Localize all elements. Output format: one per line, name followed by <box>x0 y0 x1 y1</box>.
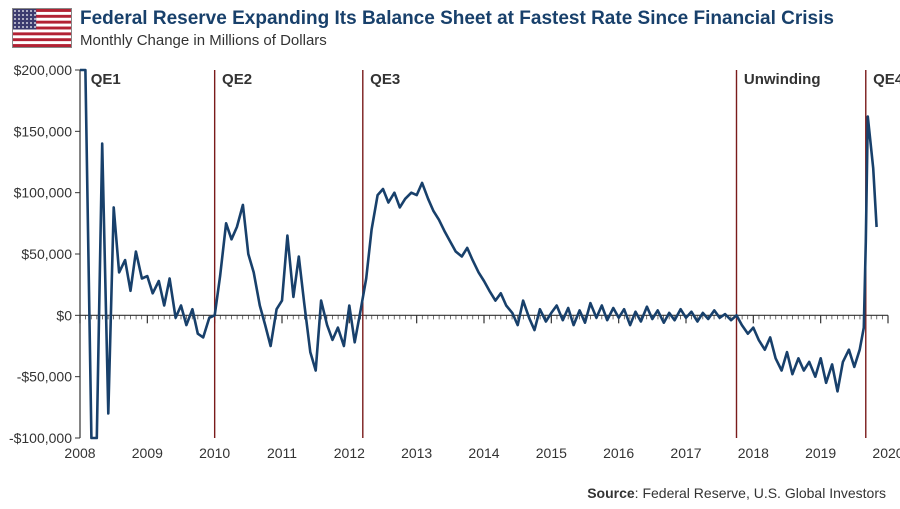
chart-title: Federal Reserve Expanding Its Balance Sh… <box>80 8 834 30</box>
y-tick-label: $50,000 <box>21 246 72 262</box>
source-label: Source <box>587 485 634 501</box>
x-tick-label: 2018 <box>738 445 769 461</box>
y-tick-label: -$50,000 <box>17 369 72 385</box>
x-tick-label: 2013 <box>401 445 432 461</box>
chart-source: Source: Federal Reserve, U.S. Global Inv… <box>587 485 886 501</box>
x-tick-label: 2016 <box>603 445 634 461</box>
y-tick-label: $150,000 <box>14 123 73 139</box>
chart-subtitle: Monthly Change in Millions of Dollars <box>80 32 834 49</box>
x-tick-label: 2015 <box>536 445 567 461</box>
x-tick-label: 2008 <box>64 445 95 461</box>
era-label: Unwinding <box>744 71 821 88</box>
source-text: Federal Reserve, U.S. Global Investors <box>642 485 886 501</box>
us-flag-icon <box>12 8 72 48</box>
y-tick-label: $0 <box>56 307 72 323</box>
data-line <box>80 70 877 438</box>
x-tick-label: 2019 <box>805 445 836 461</box>
era-label: QE3 <box>370 71 400 88</box>
line-chart: -$100,000 -$50,000 $0 $50,000 $100,000 $150,0… <box>0 58 900 478</box>
x-tick-label: 2010 <box>199 445 230 461</box>
x-tick-label: 2012 <box>334 445 365 461</box>
x-tick-label: 2020 <box>872 445 900 461</box>
x-tick-label: 2017 <box>670 445 701 461</box>
x-tick-label: 2014 <box>468 445 499 461</box>
y-tick-label: $100,000 <box>14 185 73 201</box>
chart-header: Federal Reserve Expanding Its Balance Sh… <box>12 8 834 49</box>
era-label: QE2 <box>222 71 252 88</box>
y-tick-label: -$100,000 <box>9 430 72 446</box>
era-label: QE4? <box>873 71 900 88</box>
x-tick-label: 2009 <box>132 445 163 461</box>
era-label: QE1 <box>91 71 121 88</box>
x-tick-label: 2011 <box>267 445 297 461</box>
y-tick-label: $200,000 <box>14 62 73 78</box>
chart-area: -$100,000 -$50,000 $0 $50,000 $100,000 $150,0… <box>0 58 900 478</box>
